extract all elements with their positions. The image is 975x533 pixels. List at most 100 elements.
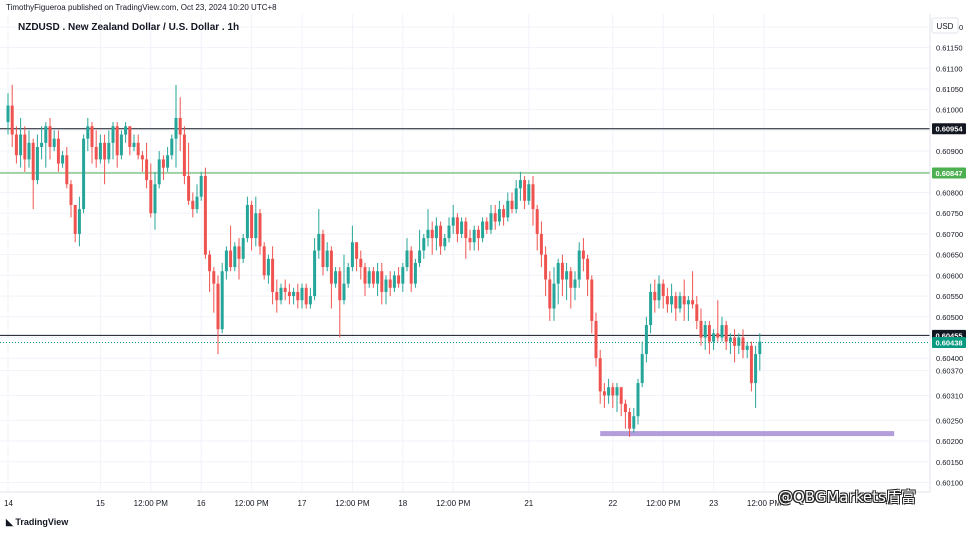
candle-body [136,142,140,156]
candle-body [699,320,703,338]
candle-body [581,250,585,259]
candle-body [178,117,182,135]
candle-body [338,271,342,301]
y-tick-label: 0.61100 [936,64,963,73]
candle-body [65,155,69,185]
x-tick-label: 18 [398,499,407,508]
candle-body [737,337,741,346]
candle-body [712,333,716,342]
candle-body [392,275,396,288]
candle-body [607,387,611,396]
candle-body [430,229,434,239]
candle-body [632,416,636,429]
candle-body [19,134,23,156]
candle-body [460,221,464,234]
candle-body [586,258,590,280]
candle-body [329,250,333,284]
candle-body [754,354,758,384]
candle-body [644,325,648,355]
candle-body [434,225,438,239]
candle-body [119,134,123,156]
candle-body [556,262,560,284]
y-tick-label: 0.60250 [936,416,963,425]
candle-body [552,283,556,309]
x-tick-label: 12:00 PM [234,499,269,508]
candle-body [27,142,31,160]
tv-logo-icon: ◣ [6,517,16,527]
candle-body [384,279,388,292]
candle-body [674,296,678,309]
candle-body [48,126,52,147]
candle-body [493,213,497,222]
candle-body [367,271,371,284]
y-tick-label: 0.60750 [936,209,963,218]
candle-body [6,105,10,123]
x-tick-label: 12:00 PM [747,499,782,508]
candle-body [182,134,186,176]
candle-body [682,296,686,305]
y-tick-label: 0.60370 [936,367,963,376]
candle-body [321,233,325,268]
x-tick-label: 22 [608,499,617,508]
candle-body [371,271,375,284]
candle-body [187,175,191,201]
candle-body [649,291,653,326]
candle-body [266,258,270,276]
publish-info: TimothyFigueroa published on TradingView… [6,3,277,12]
candle-body [728,337,732,342]
candle-body [40,142,44,147]
currency-box[interactable] [931,17,959,34]
level-label: 0.60438 [935,338,962,347]
candle-body [602,391,606,396]
candle-body [657,283,661,301]
candle-body [489,213,493,230]
candle-body [703,325,707,338]
x-tick-label: 23 [709,499,718,508]
candle-body [258,213,262,247]
candle-body [82,138,86,210]
candle-body [376,271,380,284]
candle-body [262,246,266,276]
candle-body [31,142,35,181]
candle-body [346,267,350,284]
candle-body [241,238,245,259]
x-tick-label: 15 [96,499,105,508]
watermark: @QBGMarkets盾富 [778,488,916,506]
candle-body [670,296,674,305]
candle-body [199,175,203,197]
x-tick-label: 21 [524,499,533,508]
candle-body [191,200,195,210]
candle-body [472,229,476,243]
candle-body [203,175,207,255]
candle-body [313,250,317,297]
tradingview-logo[interactable]: ◣ TradingView [6,517,68,528]
candle-body [749,345,753,384]
candle-body [468,238,472,243]
candle-body [69,184,73,205]
candle-body [665,296,669,305]
y-tick-label: 0.60550 [936,292,963,301]
y-tick-label: 0.60310 [936,391,963,400]
candle-body [590,279,594,321]
candle-body [573,279,577,288]
publish-header: TimothyFigueroa published on TradingView… [0,0,975,14]
candle-body [342,283,346,301]
y-tick-label: 0.60600 [936,271,963,280]
candle-body [401,267,405,284]
x-tick-label: 12:00 PM [335,499,370,508]
candle-body [174,117,178,139]
candle-body [216,283,220,330]
x-tick-label: 12:00 PM [134,499,169,508]
candle-body [577,250,581,280]
currency-label: USD [937,22,954,31]
candle-body [733,337,737,346]
grid [0,14,930,492]
candle-body [518,180,522,189]
candle-body [758,341,762,355]
candle-body [61,155,65,164]
candle-body [56,138,60,164]
candle-body [397,275,401,284]
candle-body [287,291,291,297]
candle-body [623,403,627,413]
